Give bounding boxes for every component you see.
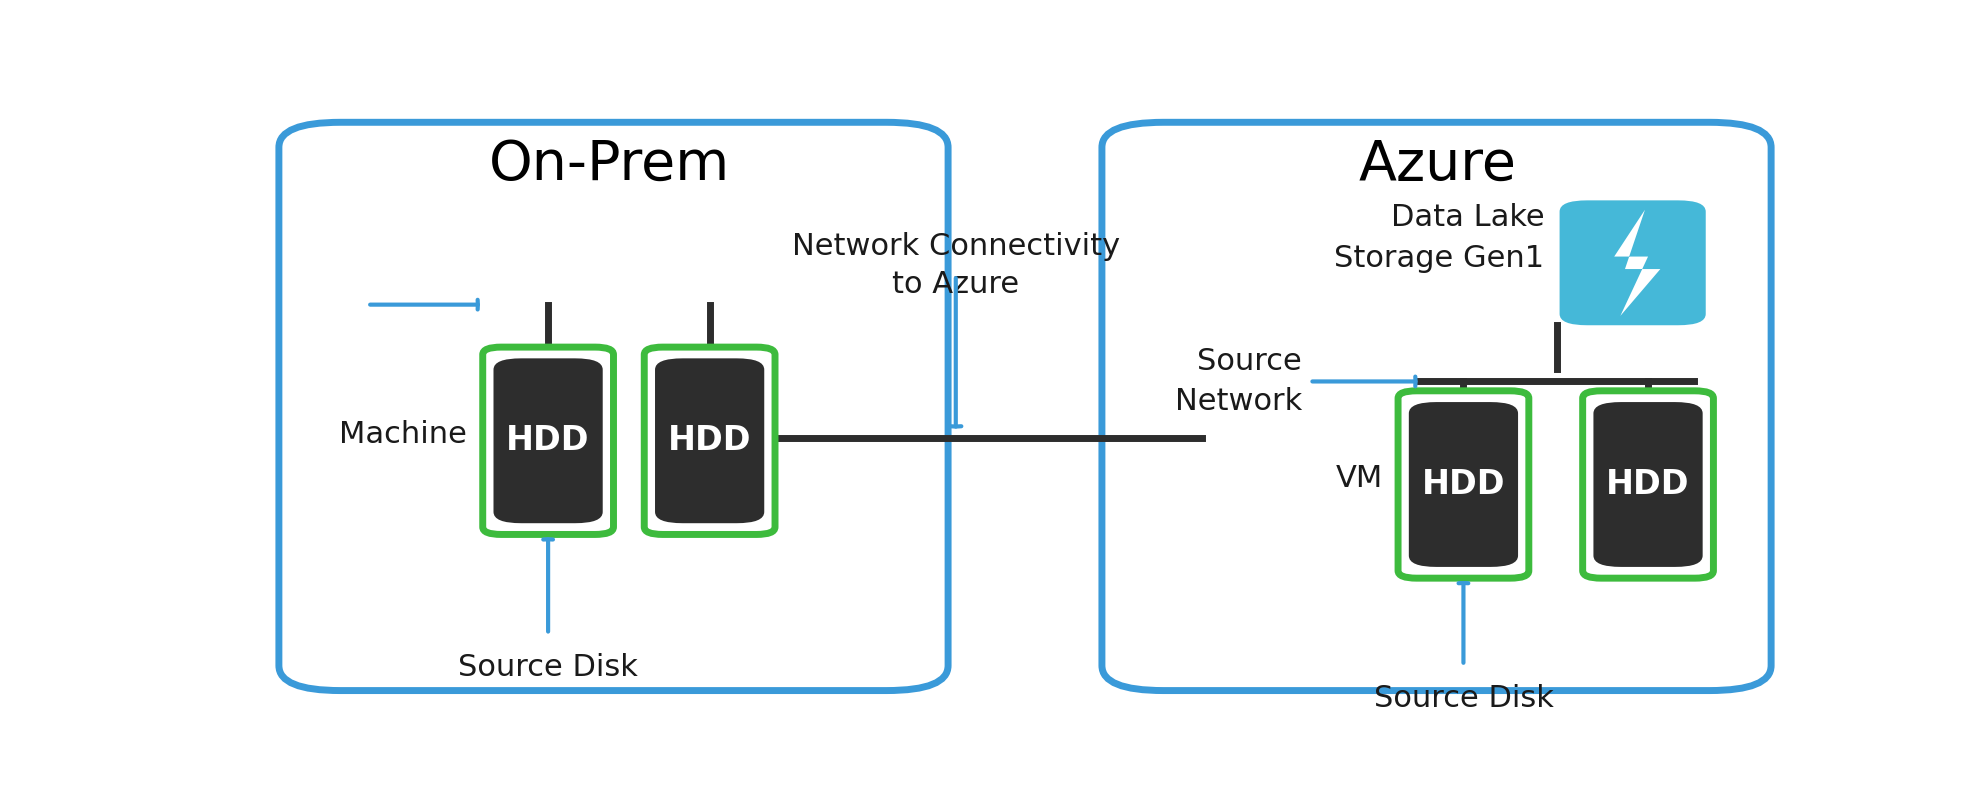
Text: Data Lake
Storage Gen1: Data Lake Storage Gen1 <box>1334 203 1544 272</box>
FancyBboxPatch shape <box>278 122 949 691</box>
Text: HDD: HDD <box>667 424 752 457</box>
Text: HDD: HDD <box>1606 468 1689 501</box>
FancyBboxPatch shape <box>1409 402 1519 567</box>
Text: VM: VM <box>1336 464 1384 493</box>
Polygon shape <box>1614 210 1659 316</box>
FancyBboxPatch shape <box>1397 391 1528 578</box>
Text: Azure: Azure <box>1358 138 1517 192</box>
Text: Source Disk: Source Disk <box>1374 684 1554 714</box>
FancyBboxPatch shape <box>645 347 774 534</box>
FancyBboxPatch shape <box>1102 122 1771 691</box>
Text: Network Connectivity
to Azure: Network Connectivity to Azure <box>792 232 1120 298</box>
Text: Source Disk: Source Disk <box>459 653 637 682</box>
FancyBboxPatch shape <box>1560 200 1705 325</box>
FancyBboxPatch shape <box>1582 391 1713 578</box>
Text: Source
Network: Source Network <box>1175 347 1302 416</box>
FancyBboxPatch shape <box>655 358 764 523</box>
FancyBboxPatch shape <box>1594 402 1703 567</box>
Text: On-Prem: On-Prem <box>488 138 730 192</box>
FancyBboxPatch shape <box>482 347 613 534</box>
Text: Machine: Machine <box>339 420 466 449</box>
Text: HDD: HDD <box>1421 468 1505 501</box>
FancyBboxPatch shape <box>494 358 603 523</box>
Text: HDD: HDD <box>506 424 590 457</box>
